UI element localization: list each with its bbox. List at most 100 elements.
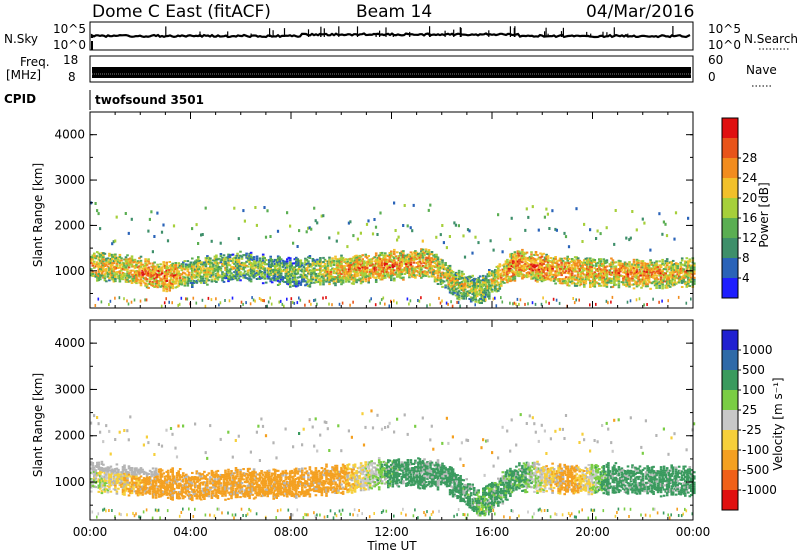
- power-sparse-cell: [161, 231, 163, 234]
- power-echo-cell: [589, 280, 592, 282]
- power-echo-cell: [119, 281, 122, 283]
- power-echo-cell: [530, 251, 533, 253]
- power-near-cell: [140, 300, 142, 303]
- velocity-echo-cell: [141, 492, 144, 494]
- power-echo-cell: [122, 278, 125, 280]
- power-echo-cell: [215, 255, 218, 257]
- power-near-cell: [494, 297, 496, 300]
- beam-label: Beam 14: [356, 2, 432, 22]
- power-echo-cell: [554, 283, 557, 285]
- power-echo-cell: [646, 285, 649, 287]
- velocity-echo-cell: [125, 486, 128, 488]
- power-echo-cell: [191, 284, 194, 286]
- power-echo-cell: [188, 274, 191, 276]
- velocity-near-cell: [188, 508, 190, 511]
- velocity-near-cell: [134, 514, 136, 517]
- power-sparse-cell: [502, 250, 504, 253]
- power-sparse-cell: [449, 235, 451, 238]
- power-echo-cell: [390, 279, 393, 281]
- power-echo-cell: [278, 267, 281, 269]
- power-echo-cell: [530, 255, 533, 257]
- power-echo-cell: [188, 272, 191, 274]
- power-echo-cell: [583, 286, 586, 288]
- power-echo-cell: [666, 270, 669, 272]
- power-echo-cell: [236, 275, 239, 277]
- power-echo-cell: [263, 271, 266, 273]
- power-sparse-cell: [114, 240, 116, 243]
- power-echo-cell: [565, 276, 568, 278]
- noise-trace: [92, 26, 690, 50]
- power-echo-cell: [200, 268, 203, 270]
- power-echo-cell: [387, 272, 390, 274]
- power-echo-cell: [120, 259, 123, 261]
- velocity-echo-cell: [162, 472, 165, 474]
- velocity-near-cell: [143, 510, 145, 513]
- power-echo-cell: [642, 277, 645, 279]
- power-echo-cell: [666, 258, 669, 260]
- power-echo-cell: [551, 276, 554, 278]
- power-echo-cell: [603, 264, 606, 266]
- power-sparse-cell: [310, 228, 312, 231]
- power-echo-cell: [490, 287, 493, 289]
- power-echo-cell: [446, 280, 449, 282]
- velocity-echo-cell: [188, 491, 191, 493]
- power-echo-cell: [278, 261, 281, 263]
- power-near-cell: [512, 302, 514, 305]
- velocity-echo-cell: [185, 474, 188, 476]
- velocity-echo-cell: [155, 468, 158, 470]
- power-echo-cell: [179, 277, 182, 279]
- power-echo-cell: [655, 263, 658, 265]
- velocity-echo-cell: [152, 497, 155, 499]
- power-sparse-cell: [393, 202, 395, 205]
- power-echo-cell: [689, 258, 692, 260]
- power-echo-cell: [102, 256, 105, 258]
- power-echo-cell: [126, 269, 129, 271]
- power-near-cell: [262, 299, 264, 302]
- power-echo-cell: [551, 270, 554, 272]
- power-near-cell: [396, 301, 398, 304]
- power-ytick-label: 3000: [54, 173, 85, 187]
- power-echo-cell: [355, 281, 358, 283]
- freq-nave-trace: [92, 67, 691, 78]
- power-echo-cell: [595, 265, 598, 267]
- power-echo-cell: [577, 257, 580, 259]
- power-sparse-cell: [266, 209, 268, 212]
- power-echo-cell: [615, 261, 618, 263]
- power-echo-cell: [162, 261, 165, 263]
- power-echo-cell: [458, 290, 461, 292]
- power-echo-cell: [220, 269, 223, 271]
- power-echo-cell: [211, 279, 214, 281]
- power-echo-cell: [594, 284, 597, 286]
- power-sparse-cell: [191, 227, 193, 230]
- power-near-cell: [553, 298, 555, 301]
- velocity-echo-cell: [171, 474, 174, 476]
- velocity-echo-cell: [114, 485, 117, 487]
- power-near-cell: [282, 303, 284, 306]
- velocity-echo-cell: [95, 469, 98, 471]
- power-echo-cell: [333, 260, 336, 262]
- power-echo-cell: [200, 282, 203, 284]
- power-echo-cell: [165, 278, 168, 280]
- power-sparse-cell: [595, 237, 597, 240]
- power-sparse-cell: [649, 249, 651, 252]
- power-sparse-cell: [527, 216, 529, 219]
- power-sparse-cell: [410, 226, 412, 229]
- velocity-near-cell: [205, 514, 207, 517]
- power-echo-cell: [224, 261, 227, 263]
- power-echo-cell: [125, 267, 128, 269]
- power-echo-cell: [497, 282, 500, 284]
- velocity-echo-cell: [171, 499, 174, 501]
- power-echo-cell: [167, 267, 170, 269]
- power-echo-cell: [104, 253, 107, 255]
- power-echo-cell: [165, 288, 168, 290]
- power-echo-cell: [357, 275, 360, 277]
- power-echo-cell: [414, 277, 417, 279]
- power-echo-cell: [147, 267, 150, 269]
- power-near-cell: [452, 305, 454, 308]
- power-echo-cell: [200, 272, 203, 274]
- power-near-cell: [229, 299, 231, 302]
- power-echo-cell: [224, 259, 227, 261]
- power-near-cell: [500, 296, 502, 299]
- velocity-echo-cell: [131, 490, 134, 492]
- power-echo-cell: [236, 279, 239, 281]
